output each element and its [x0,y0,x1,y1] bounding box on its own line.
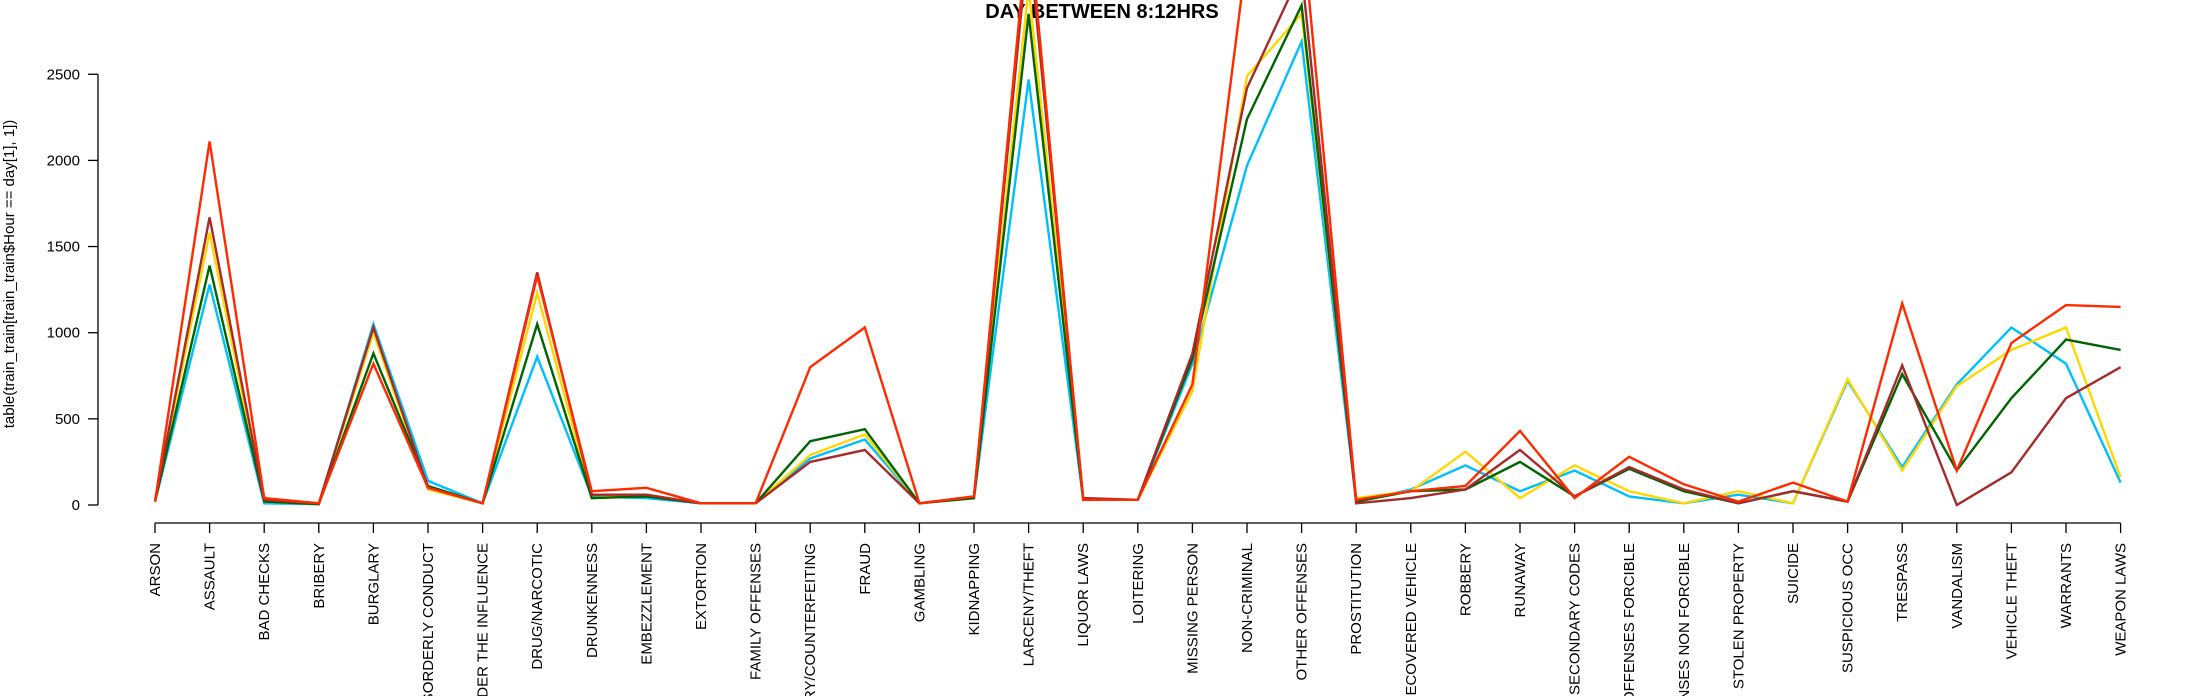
x-tick-label: DRIVING UNDER THE INFLUENCE [475,543,492,696]
x-tick-label: ROBBERY [1457,543,1474,616]
x-tick-label: SECONDARY CODES [1567,543,1584,695]
x-tick-label: LOITERING [1130,543,1147,624]
x-tick-label: BURGLARY [365,543,382,625]
y-axis-label: table(train_train[train_train$Hour == da… [1,120,18,429]
x-tick-label: BRIBERY [311,543,328,609]
x-tick-label: BAD CHECKS [256,543,273,641]
y-tick-label: 1000 [47,325,80,342]
y-tick-label: 2000 [47,152,80,169]
x-tick-label: ARSON [147,543,164,596]
x-tick-label: FAMILY OFFENSES [748,543,765,680]
x-tick-label: SUSPICIOUS OCC [1840,543,1857,673]
chart-title: DAY BETWEEN 8:12HRS [985,1,1218,23]
x-tick-label: SEX OFFENSES FORCIBLE [1621,543,1638,696]
x-tick-label: ASSAULT [202,543,219,610]
x-tick-label: SUICIDE [1785,543,1802,604]
x-tick-label: VANDALISM [1949,543,1966,629]
y-tick-label: 2500 [47,66,80,83]
x-tick-label: FORGERY/COUNTERFEITING [802,543,819,696]
x-tick-label: NON-CRIMINAL [1239,543,1256,653]
y-tick-label: 0 [72,497,80,514]
x-tick-label: KIDNAPPING [966,543,983,636]
x-tick-label: PROSTITUTION [1348,543,1365,655]
y-tick-label: 500 [55,411,80,428]
x-tick-label: OTHER OFFENSES [1294,543,1311,681]
x-tick-label: RECOVERED VEHICLE [1403,543,1420,696]
series-group [153,0,2122,507]
x-tick-label: SEX OFFENSES NON FORCIBLE [1676,543,1693,696]
x-tick-label: WARRANTS [2058,543,2075,628]
x-tick-label: MISSING PERSON [1184,543,1201,674]
x-tick-label: LIQUOR LAWS [1075,543,1092,647]
x-tick-label: STOLEN PROPERTY [1730,543,1747,689]
x-tick-label: GAMBLING [911,543,928,622]
x-tick-label: DRUNKENNESS [584,543,601,658]
x-tick-label: LARCENY/THEFT [1021,543,1038,666]
x-axis: ARSON ASSAULT BAD CHECKS BRIBERY BURGLARY DIS… [147,522,2130,696]
x-tick-label: VEHICLE THEFT [2003,543,2020,659]
x-tick-label: WEAPON LAWS [2113,543,2130,656]
x-tick-label: TRESPASS [1894,543,1911,622]
x-tick-label: RUNAWAY [1512,543,1529,617]
x-tick-label: FRAUD [857,543,874,595]
series-line-2 [153,0,2122,506]
series-line-1 [153,36,2122,506]
series-line-5 [153,0,2121,505]
x-tick-label: DISORDERLY CONDUCT [420,543,437,696]
x-tick-label: DRUG/NARCOTIC [529,543,546,670]
x-tick-label: EMBEZZLEMENT [638,543,655,665]
y-tick-label: 1500 [47,239,80,256]
x-tick-label: EXTORTION [693,543,710,630]
y-axis: 0 500 1000 1500 2000 2500 [47,66,99,514]
